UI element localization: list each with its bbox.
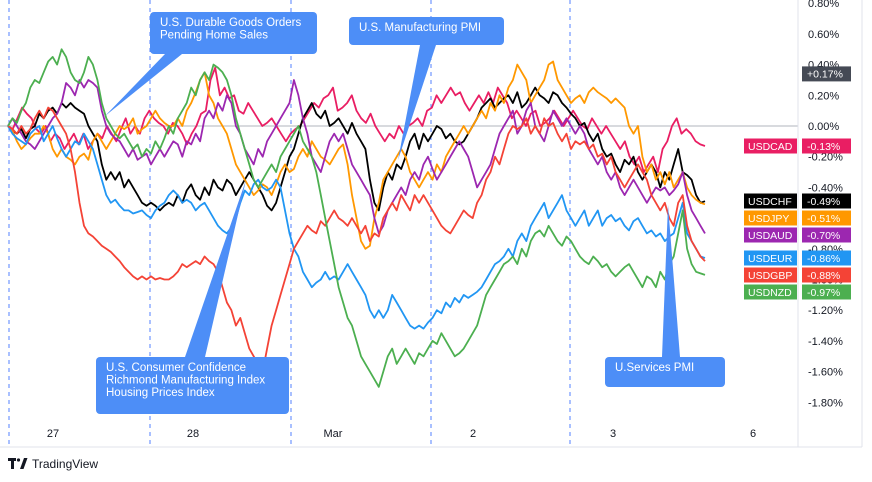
tag-label: USDCAD — [748, 141, 793, 153]
annotation-callout: U.Services PMI — [605, 205, 725, 387]
annotation-text: Richmond Manufacturing Index — [106, 375, 265, 387]
series-layer — [0, 48, 798, 388]
tag-label-bg — [744, 138, 797, 154]
tag-value-bg — [802, 267, 851, 283]
annotation-text: U.S. Durable Goods Orders — [160, 17, 302, 29]
tag-usdgbp: USDGBP -0.88% — [744, 267, 851, 283]
y-tick-label: -1.60% — [808, 367, 843, 379]
tag-usdchf: USDCHF -0.49% — [744, 193, 851, 209]
series-line-usdaud — [7, 79, 706, 235]
series-line-usdchf — [7, 86, 706, 212]
tag-usdeur: USDEUR -0.86% — [744, 250, 851, 266]
tag-value-bg — [802, 284, 851, 300]
y-tick-label: 0.60% — [808, 29, 839, 41]
annotation-pointer — [185, 180, 246, 357]
tag-value: -0.51% — [807, 213, 840, 225]
y-tick-label: -0.40% — [808, 182, 843, 194]
tag-label: USDCHF — [748, 196, 792, 208]
price-tag: +0.17% — [802, 66, 851, 82]
x-axis-ticks: 27 28 Mar 2 3 6 — [47, 428, 756, 440]
tag-value: -0.97% — [807, 287, 840, 299]
tag-label: USDNZD — [748, 287, 792, 299]
series-line-usdgbp — [7, 106, 706, 373]
tag-value-bg — [802, 193, 851, 209]
annotation-box — [349, 17, 504, 45]
y-tick-label: -0.20% — [808, 152, 843, 164]
tag-value-bg — [802, 138, 851, 154]
annotation-box — [150, 12, 317, 54]
x-tick-label: 28 — [187, 428, 199, 440]
tag-label-bg — [744, 250, 797, 266]
plot-frame — [0, 0, 863, 448]
x-tick-label: Mar — [324, 428, 343, 440]
tag-label: USDGBP — [748, 270, 792, 282]
brand-name: TradingView — [32, 457, 99, 471]
tradingview-logo-icon — [8, 458, 28, 469]
x-tick-label: 6 — [750, 428, 756, 440]
tag-label: USDJPY — [748, 213, 789, 225]
x-tick-label: 3 — [610, 428, 616, 440]
y-tick-label: 0.00% — [808, 121, 839, 133]
tag-label-bg — [744, 210, 797, 226]
tag-label-bg — [744, 193, 797, 209]
series-line-usdcad — [7, 66, 706, 174]
tag-value: -0.86% — [807, 253, 840, 265]
series-line-usdnzd — [7, 48, 706, 388]
tag-value: -0.70% — [807, 230, 840, 242]
annotation-text: Pending Home Sales — [160, 30, 268, 42]
tag-value-bg — [802, 227, 851, 243]
annotation-pointer — [662, 205, 680, 357]
series-line-usdeur — [7, 125, 706, 330]
y-tick-label: -1.80% — [808, 397, 843, 409]
annotation-box — [605, 357, 725, 387]
y-tick-label: -1.40% — [808, 336, 843, 348]
annotation-pointer — [105, 54, 182, 116]
annotation-box — [96, 357, 289, 414]
series-value-tags: +0.17% USDCAD -0.13% USDCHF -0.49% USDJPY -0.5… — [744, 66, 851, 300]
tag-usdaud: USDAUD -0.70% — [744, 227, 851, 243]
x-tick-label: 2 — [470, 428, 476, 440]
tag-label-bg — [744, 267, 797, 283]
tag-value-bg — [802, 66, 851, 82]
tag-value-bg — [802, 210, 851, 226]
y-tick-label: -1.20% — [808, 305, 843, 317]
tag-value: +0.17% — [807, 69, 843, 81]
tag-usdjpy: USDJPY -0.51% — [744, 210, 851, 226]
annotation-text: U.Services PMI — [615, 362, 694, 374]
tag-label: USDEUR — [748, 253, 793, 265]
tag-usdnzd: USDNZD -0.97% — [744, 284, 851, 300]
y-tick-label: 0.80% — [808, 0, 839, 10]
x-tick-label: 27 — [47, 428, 59, 440]
series-line-usdjpy — [7, 60, 706, 250]
annotation-pointer — [398, 45, 436, 160]
y-tick-label: 0.20% — [808, 90, 839, 102]
tag-label-bg — [744, 227, 797, 243]
tag-value: -0.88% — [807, 270, 840, 282]
annotation-callout: U.S. Manufacturing PMI — [349, 17, 504, 160]
tag-label-bg — [744, 284, 797, 300]
tag-usdcad: USDCAD -0.13% — [744, 138, 851, 154]
tag-value: -0.13% — [807, 141, 840, 153]
tradingview-brand[interactable]: TradingView — [8, 457, 98, 471]
annotation-text: U.S. Consumer Confidence — [106, 362, 246, 374]
tag-value: -0.49% — [807, 196, 840, 208]
annotation-text: U.S. Manufacturing PMI — [359, 22, 481, 34]
tag-value-bg — [802, 250, 851, 266]
annotation-text: Housing Prices Index — [106, 387, 215, 399]
tag-label: USDAUD — [748, 230, 793, 242]
